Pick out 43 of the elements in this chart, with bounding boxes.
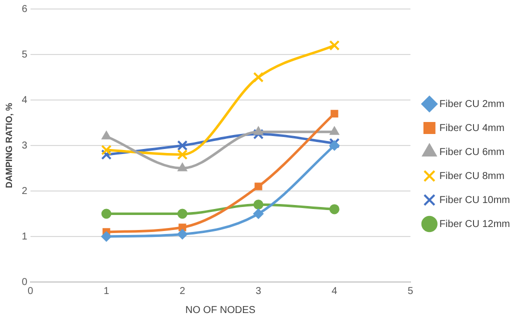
point — [101, 144, 112, 156]
point — [254, 182, 262, 190]
x-axis-title: NO OF NODES — [185, 304, 256, 316]
x-tick-label: 5 — [408, 286, 414, 297]
point — [329, 140, 340, 150]
point — [253, 208, 264, 219]
x-tick-label: 3 — [256, 286, 262, 297]
point — [253, 72, 264, 82]
point — [177, 149, 188, 160]
y-tick-label: 5 — [22, 49, 28, 60]
point — [253, 128, 264, 140]
point — [253, 200, 264, 210]
legend-label: Fiber CU 8mm — [439, 170, 504, 182]
point — [330, 110, 338, 118]
y-axis-title: DAMPING RATIO, % — [4, 102, 14, 188]
y-tick-label: 3 — [22, 140, 28, 152]
point — [177, 229, 188, 240]
x-tick-label: 4 — [332, 286, 338, 297]
y-tick-label: 1 — [22, 231, 28, 242]
legend-label: Fiber CU 12mm — [439, 218, 510, 230]
point — [254, 126, 263, 135]
point — [177, 208, 188, 219]
y-tick-label: 6 — [22, 4, 28, 15]
point — [329, 40, 340, 51]
y-tick-label: 4 — [22, 94, 28, 106]
x-tick-label: 2 — [180, 286, 186, 297]
x-tick-label: 1 — [104, 286, 110, 297]
y-tick-label: 0 — [22, 276, 28, 288]
legend-label: Fiber CU 4mm — [439, 122, 504, 134]
point — [101, 149, 112, 160]
point — [178, 163, 187, 172]
point — [330, 126, 339, 135]
point — [329, 204, 340, 214]
point — [101, 232, 112, 242]
legend-label: Fiber CU 2mm — [439, 98, 504, 110]
legend-label: Fiber CU 6mm — [439, 146, 504, 158]
point — [329, 138, 340, 148]
y-tick-label: 2 — [22, 186, 28, 197]
point — [102, 131, 111, 140]
point — [101, 208, 112, 219]
legend-label: Fiber CU 10mm — [439, 194, 510, 206]
point — [177, 140, 188, 151]
point — [178, 224, 186, 232]
